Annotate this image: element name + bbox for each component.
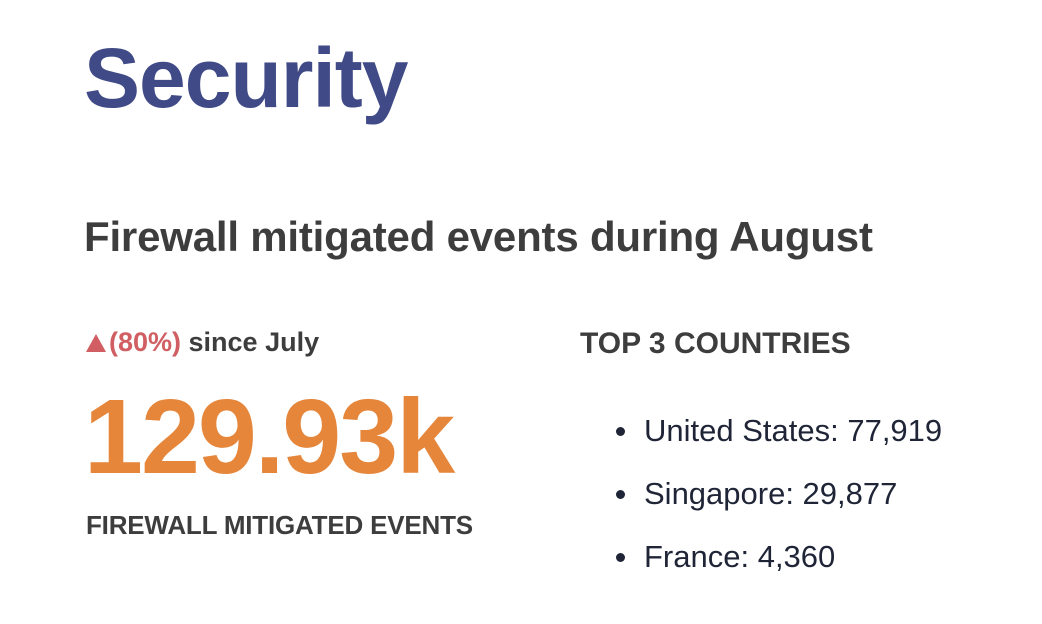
list-item: France: 4,360 [616, 534, 942, 597]
bullet-icon [616, 427, 625, 436]
bullet-icon [616, 490, 625, 499]
change-suffix: since July [181, 327, 320, 357]
section-subtitle: Firewall mitigated events during August [84, 213, 873, 260]
change-percent: (80%) [109, 327, 182, 357]
page-title: Security [84, 31, 408, 125]
list-item: Singapore: 29,877 [616, 471, 942, 534]
metric-label: FIREWALL MITIGATED EVENTS [86, 510, 473, 540]
country-entry: France: 4,360 [644, 539, 836, 574]
country-entry: United States: 77,919 [644, 413, 943, 448]
countries-heading: TOP 3 COUNTRIES [580, 327, 851, 360]
country-list: United States: 77,919 Singapore: 29,877 … [616, 408, 942, 597]
metric-value: 129.93k [84, 378, 455, 496]
country-entry: Singapore: 29,877 [644, 476, 898, 511]
list-item: United States: 77,919 [616, 408, 942, 471]
up-arrow-icon [86, 334, 106, 352]
change-indicator: (80%) since July [86, 326, 319, 358]
bullet-icon [616, 553, 625, 562]
